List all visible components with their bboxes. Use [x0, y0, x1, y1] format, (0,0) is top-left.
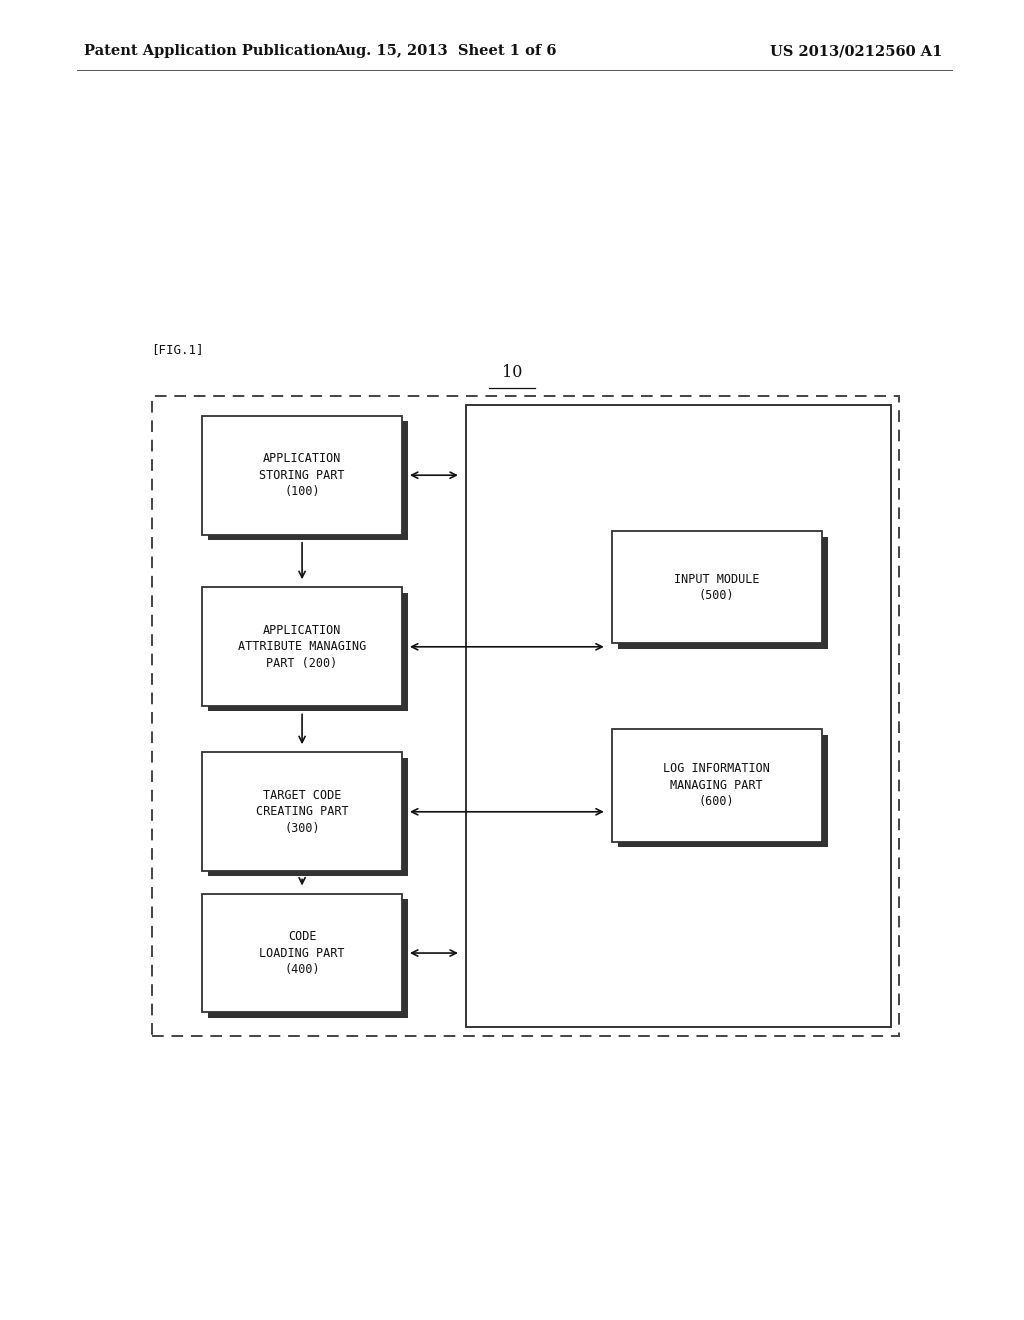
Bar: [611, 729, 821, 842]
Text: Patent Application Publication: Patent Application Publication: [84, 45, 336, 58]
Bar: [202, 752, 401, 871]
Bar: [617, 734, 827, 847]
Bar: [202, 587, 401, 706]
Text: LOG INFORMATION
MANAGING PART
(600): LOG INFORMATION MANAGING PART (600): [664, 763, 770, 808]
Text: TARGET CODE
CREATING PART
(300): TARGET CODE CREATING PART (300): [256, 789, 348, 834]
Bar: [202, 416, 401, 535]
Bar: [611, 531, 821, 643]
Text: Aug. 15, 2013  Sheet 1 of 6: Aug. 15, 2013 Sheet 1 of 6: [334, 45, 557, 58]
Text: APPLICATION
ATTRIBUTE MANAGING
PART (200): APPLICATION ATTRIBUTE MANAGING PART (200…: [238, 624, 367, 669]
Bar: [209, 421, 408, 540]
Bar: [202, 894, 401, 1012]
Bar: [209, 758, 408, 876]
Bar: [466, 405, 891, 1027]
Text: CODE
LOADING PART
(400): CODE LOADING PART (400): [259, 931, 345, 975]
Text: US 2013/0212560 A1: US 2013/0212560 A1: [770, 45, 942, 58]
Text: INPUT MODULE
(500): INPUT MODULE (500): [674, 573, 760, 602]
Text: 10: 10: [502, 364, 522, 380]
Bar: [617, 537, 827, 648]
Text: APPLICATION
STORING PART
(100): APPLICATION STORING PART (100): [259, 453, 345, 498]
Bar: [209, 593, 408, 711]
Text: [FIG.1]: [FIG.1]: [152, 343, 204, 356]
Bar: [152, 396, 899, 1036]
Bar: [209, 899, 408, 1018]
